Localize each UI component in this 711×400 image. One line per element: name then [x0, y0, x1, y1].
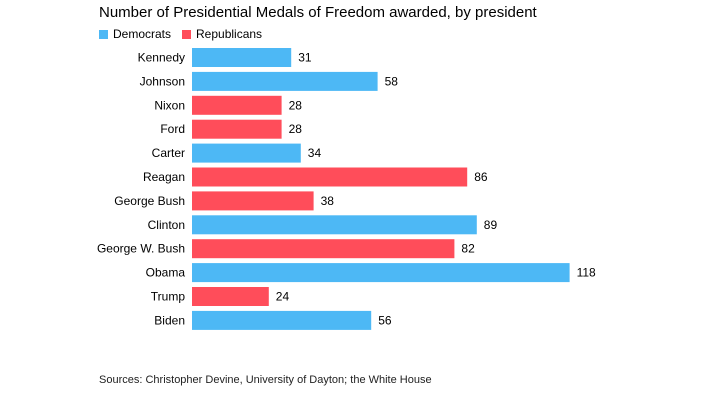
value-label-george-w-bush: 82: [461, 242, 475, 256]
bar-clinton: [192, 215, 477, 235]
value-label-kennedy: 31: [298, 51, 312, 65]
bar-trump: [192, 287, 269, 306]
legend-label-democrats: Democrats: [113, 27, 172, 41]
category-label-biden: Biden: [154, 313, 185, 327]
source-note: Sources: Christopher Devine, University …: [99, 374, 432, 386]
legend-item-republicans: Republicans: [182, 27, 262, 41]
value-label-carter: 34: [308, 146, 322, 160]
category-label-johnson: Johnson: [140, 74, 185, 88]
category-label-george-w-bush: George W. Bush: [97, 242, 185, 256]
bar-ford: [192, 119, 282, 139]
legend-label-republicans: Republicans: [196, 27, 263, 41]
value-label-biden: 56: [378, 313, 392, 327]
category-label-carter: Carter: [152, 146, 185, 160]
legend: Democrats Republicans: [99, 27, 273, 41]
value-label-johnson: 58: [385, 74, 399, 88]
legend-item-democrats: Democrats: [99, 27, 171, 41]
value-label-clinton: 89: [484, 218, 498, 232]
category-label-reagan: Reagan: [143, 170, 185, 184]
category-label-ford: Ford: [160, 122, 185, 136]
value-label-trump: 24: [276, 290, 290, 304]
category-label-nixon: Nixon: [154, 98, 185, 112]
bar-reagan: [192, 167, 468, 187]
legend-swatch-democrats: [99, 29, 108, 39]
bar-kennedy: [192, 48, 292, 67]
legend-swatch-republicans: [182, 29, 192, 39]
bar-george-bush: [192, 191, 314, 211]
value-label-ford: 28: [289, 122, 303, 136]
bar-nixon: [192, 95, 282, 115]
bar-obama: [192, 263, 570, 283]
chart-subtitle: Number of Presidential Medals of Freedom…: [99, 4, 537, 21]
category-label-george-bush: George Bush: [114, 194, 185, 208]
bar-biden: [192, 310, 372, 330]
value-label-george-bush: 38: [321, 194, 335, 208]
value-label-reagan: 86: [474, 170, 488, 184]
bar-george-w-bush: [192, 239, 455, 259]
value-label-nixon: 28: [289, 98, 303, 112]
value-label-obama: 118: [577, 266, 596, 280]
category-label-clinton: Clinton: [148, 218, 185, 232]
bar-johnson: [192, 71, 378, 91]
category-label-kennedy: Kennedy: [138, 51, 185, 65]
category-label-obama: Obama: [146, 266, 186, 280]
category-label-trump: Trump: [151, 290, 186, 304]
bar-carter: [192, 143, 301, 163]
